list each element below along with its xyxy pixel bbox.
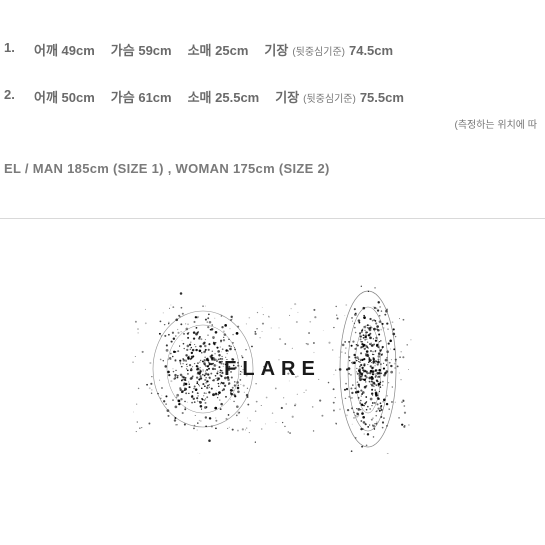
divider [0, 218, 545, 219]
measurement-note: (측정하는 위치에 따 [0, 116, 545, 131]
sleeve: 소매 25cm [188, 40, 249, 59]
size-number: 1. [0, 40, 18, 59]
brand-logo-text: FLARE [224, 358, 321, 381]
size-number: 2. [0, 87, 18, 106]
size-info-section: 1. 어깨 49cm 가슴 59cm 소매 25cm 기장 (뒷중심기준) 74… [0, 0, 545, 459]
chest: 가슴 61cm [111, 87, 172, 106]
sleeve: 소매 25.5cm [188, 87, 260, 106]
length: 기장 (뒷중심기준) 75.5cm [275, 87, 404, 106]
model-info: EL / MAN 185cm (SIZE 1) , WOMAN 175cm (S… [0, 161, 545, 176]
chest: 가슴 59cm [111, 40, 172, 59]
shoulder: 어깨 50cm [34, 87, 95, 106]
length: 기장 (뒷중심기준) 74.5cm [264, 40, 393, 59]
size-row-2: 2. 어깨 50cm 가슴 61cm 소매 25.5cm 기장 (뒷중심기준) … [0, 87, 545, 106]
logo-region: FLARE [0, 279, 545, 459]
size-row-1: 1. 어깨 49cm 가슴 59cm 소매 25cm 기장 (뒷중심기준) 74… [0, 40, 545, 59]
shoulder: 어깨 49cm [34, 40, 95, 59]
